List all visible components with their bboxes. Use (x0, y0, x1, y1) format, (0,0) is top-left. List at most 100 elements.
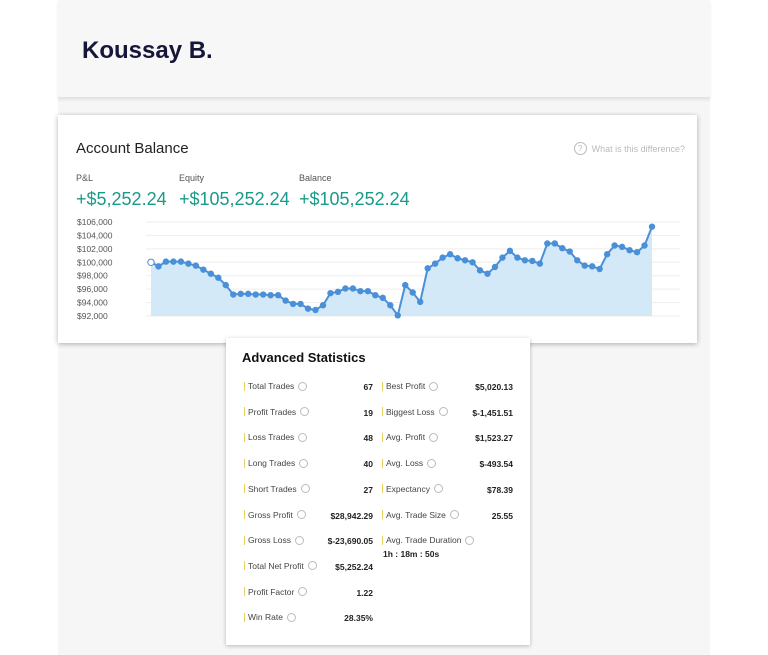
data-point[interactable] (551, 240, 558, 247)
data-point[interactable] (237, 290, 244, 298)
data-point[interactable] (342, 285, 349, 292)
data-point[interactable] (641, 242, 648, 249)
data-point[interactable] (491, 263, 499, 271)
info-icon[interactable] (429, 381, 439, 391)
stat-label-text: Biggest Loss (386, 406, 435, 417)
data-point[interactable] (372, 291, 379, 299)
stat-label-text: Profit Trades (248, 406, 297, 417)
data-point[interactable] (499, 254, 506, 261)
data-point[interactable] (207, 270, 215, 277)
data-point[interactable] (327, 289, 334, 297)
profile-header: Koussay B. (58, 0, 710, 98)
data-point[interactable] (312, 306, 319, 314)
info-icon[interactable] (427, 458, 437, 468)
data-point[interactable] (304, 305, 312, 312)
data-point[interactable] (514, 254, 521, 261)
stat-label-text: Avg. Loss (386, 458, 424, 469)
data-point[interactable] (603, 251, 611, 258)
balance-chart: $106,000 $104,000 $102,000 $100,000 $98,000 $… (77, 217, 680, 321)
info-icon[interactable] (299, 458, 309, 468)
data-point[interactable] (461, 257, 469, 264)
info-icon[interactable] (286, 612, 296, 622)
data-point[interactable] (409, 289, 416, 296)
stat-label: Expectancy (382, 484, 443, 494)
data-point[interactable] (200, 266, 207, 273)
y-tick-label: $96,000 (77, 284, 108, 294)
info-icon[interactable] (296, 510, 306, 519)
info-icon[interactable] (298, 432, 308, 442)
data-point[interactable] (297, 300, 304, 308)
data-point[interactable] (274, 291, 282, 299)
data-point[interactable] (446, 251, 454, 258)
data-point[interactable] (424, 265, 431, 272)
data-point[interactable] (476, 267, 484, 274)
data-point[interactable] (334, 288, 342, 296)
data-point[interactable] (618, 243, 626, 251)
data-point[interactable] (252, 291, 259, 298)
data-point[interactable] (521, 257, 529, 264)
data-point[interactable] (192, 262, 200, 269)
data-point[interactable] (454, 255, 461, 262)
data-point[interactable] (177, 258, 185, 265)
info-icon[interactable] (449, 510, 459, 519)
stat-label: Avg. Profit (382, 432, 439, 442)
data-point[interactable] (379, 294, 387, 302)
data-point[interactable] (364, 287, 372, 295)
data-point[interactable] (267, 291, 274, 299)
data-point[interactable] (581, 262, 588, 269)
data-point[interactable] (230, 291, 237, 298)
data-point[interactable] (259, 291, 267, 298)
data-point[interactable] (155, 263, 162, 270)
info-icon[interactable] (307, 561, 317, 571)
stat-label-text: Win Rate (248, 612, 283, 623)
data-point[interactable] (574, 257, 581, 264)
data-point[interactable] (431, 260, 439, 267)
data-point[interactable] (484, 270, 491, 277)
data-point[interactable] (245, 290, 252, 298)
data-point[interactable] (566, 248, 573, 255)
data-point[interactable] (215, 274, 222, 281)
data-point[interactable] (416, 298, 424, 306)
data-point[interactable] (506, 247, 514, 255)
data-point[interactable] (282, 297, 289, 304)
stat-value: 67 (363, 382, 373, 392)
data-point[interactable] (170, 258, 177, 265)
data-point[interactable] (611, 242, 618, 249)
info-icon[interactable] (429, 432, 439, 442)
data-point[interactable] (596, 265, 603, 273)
data-point[interactable] (439, 254, 446, 261)
info-icon[interactable] (433, 484, 443, 494)
data-point[interactable] (289, 300, 297, 308)
info-icon[interactable] (465, 535, 475, 545)
data-point[interactable] (185, 260, 192, 267)
data-point[interactable] (402, 281, 409, 289)
accent-bar (244, 561, 245, 571)
stat-label: Total Trades (244, 381, 308, 391)
data-point[interactable] (319, 302, 327, 309)
data-point[interactable] (648, 223, 656, 230)
info-icon[interactable] (298, 587, 308, 597)
data-point[interactable] (469, 259, 476, 266)
help-link[interactable]: ? What is this difference? (573, 142, 685, 155)
data-point[interactable] (559, 244, 566, 252)
stat-label: Avg. Loss (382, 458, 437, 469)
data-point[interactable] (588, 263, 596, 270)
stat-label: Avg. Trade Duration (382, 535, 475, 545)
data-point[interactable] (147, 258, 155, 266)
data-point[interactable] (536, 260, 544, 267)
info-icon[interactable] (438, 407, 448, 417)
data-point[interactable] (387, 302, 394, 309)
info-icon[interactable] (300, 407, 310, 417)
data-point[interactable] (357, 287, 364, 295)
data-point[interactable] (222, 281, 229, 289)
data-point[interactable] (529, 257, 536, 265)
data-point[interactable] (349, 285, 357, 292)
data-point[interactable] (544, 240, 551, 247)
info-icon[interactable] (295, 535, 304, 545)
info-icon[interactable] (300, 484, 310, 494)
data-point[interactable] (394, 312, 401, 319)
data-point[interactable] (633, 249, 641, 256)
data-point[interactable] (162, 258, 170, 265)
info-icon[interactable] (298, 381, 308, 391)
data-point[interactable] (626, 247, 633, 254)
